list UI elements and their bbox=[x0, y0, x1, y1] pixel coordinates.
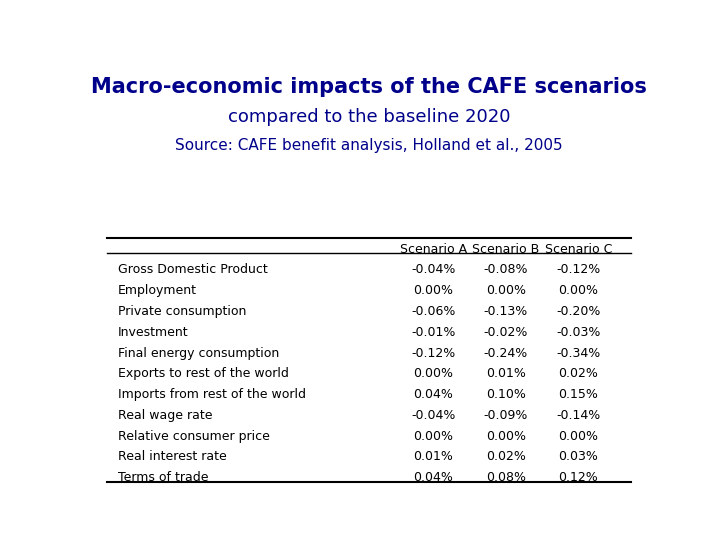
Text: Employment: Employment bbox=[118, 284, 197, 297]
Text: Exports to rest of the world: Exports to rest of the world bbox=[118, 367, 289, 380]
Text: -0.01%: -0.01% bbox=[411, 326, 455, 339]
Text: 0.04%: 0.04% bbox=[413, 471, 453, 484]
Text: Scenario B: Scenario B bbox=[472, 242, 539, 255]
Text: 0.08%: 0.08% bbox=[486, 471, 526, 484]
Text: 0.00%: 0.00% bbox=[413, 284, 453, 297]
Text: -0.24%: -0.24% bbox=[484, 347, 528, 360]
Text: Investment: Investment bbox=[118, 326, 189, 339]
Text: 0.04%: 0.04% bbox=[413, 388, 453, 401]
Text: 0.00%: 0.00% bbox=[486, 284, 526, 297]
Text: -0.04%: -0.04% bbox=[411, 264, 455, 276]
Text: -0.04%: -0.04% bbox=[411, 409, 455, 422]
Text: 0.00%: 0.00% bbox=[413, 367, 453, 380]
Text: -0.20%: -0.20% bbox=[556, 305, 600, 318]
Text: -0.12%: -0.12% bbox=[411, 347, 455, 360]
Text: 0.10%: 0.10% bbox=[486, 388, 526, 401]
Text: 0.12%: 0.12% bbox=[559, 471, 598, 484]
Text: Private consumption: Private consumption bbox=[118, 305, 246, 318]
Text: 0.02%: 0.02% bbox=[558, 367, 598, 380]
Text: 0.00%: 0.00% bbox=[558, 430, 598, 443]
Text: -0.03%: -0.03% bbox=[556, 326, 600, 339]
Text: Gross Domestic Product: Gross Domestic Product bbox=[118, 264, 268, 276]
Text: 0.03%: 0.03% bbox=[558, 450, 598, 463]
Text: Imports from rest of the world: Imports from rest of the world bbox=[118, 388, 306, 401]
Text: -0.13%: -0.13% bbox=[484, 305, 528, 318]
Text: -0.08%: -0.08% bbox=[483, 264, 528, 276]
Text: 0.00%: 0.00% bbox=[413, 430, 453, 443]
Text: Real interest rate: Real interest rate bbox=[118, 450, 227, 463]
Text: -0.02%: -0.02% bbox=[484, 326, 528, 339]
Text: Source: CAFE benefit analysis, Holland et al., 2005: Source: CAFE benefit analysis, Holland e… bbox=[175, 138, 563, 153]
Text: -0.06%: -0.06% bbox=[411, 305, 455, 318]
Text: 0.15%: 0.15% bbox=[558, 388, 598, 401]
Text: Scenario A: Scenario A bbox=[400, 242, 467, 255]
Text: Relative consumer price: Relative consumer price bbox=[118, 430, 270, 443]
Text: 0.00%: 0.00% bbox=[486, 430, 526, 443]
Text: 0.02%: 0.02% bbox=[486, 450, 526, 463]
Text: compared to the baseline 2020: compared to the baseline 2020 bbox=[228, 109, 510, 126]
Text: Macro-economic impacts of the CAFE scenarios: Macro-economic impacts of the CAFE scena… bbox=[91, 77, 647, 97]
Text: Scenario C: Scenario C bbox=[544, 242, 612, 255]
Text: -0.12%: -0.12% bbox=[556, 264, 600, 276]
Text: -0.34%: -0.34% bbox=[556, 347, 600, 360]
Text: 0.01%: 0.01% bbox=[486, 367, 526, 380]
Text: 0.00%: 0.00% bbox=[558, 284, 598, 297]
Text: Real wage rate: Real wage rate bbox=[118, 409, 212, 422]
Text: 0.01%: 0.01% bbox=[413, 450, 453, 463]
Text: Terms of trade: Terms of trade bbox=[118, 471, 208, 484]
Text: Final energy consumption: Final energy consumption bbox=[118, 347, 279, 360]
Text: -0.09%: -0.09% bbox=[484, 409, 528, 422]
Text: -0.14%: -0.14% bbox=[556, 409, 600, 422]
